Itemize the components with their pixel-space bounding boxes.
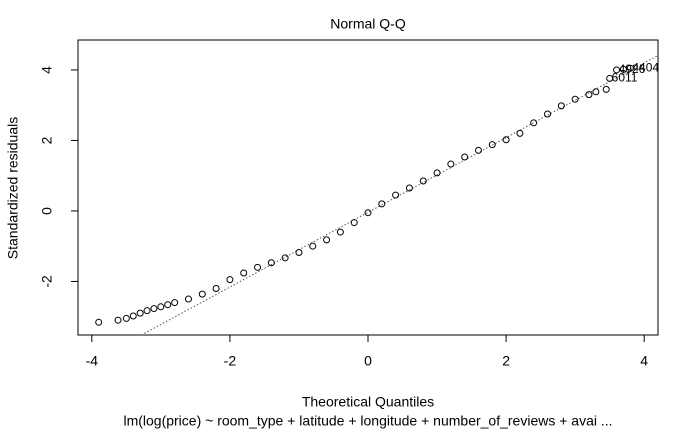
y-tick-label: 2 xyxy=(39,136,55,144)
point xyxy=(136,309,144,317)
point xyxy=(240,269,248,277)
point xyxy=(114,316,122,324)
subtitle: lm(log(price) ~ room_type + latitude + l… xyxy=(123,413,612,429)
point xyxy=(157,303,165,311)
y-tick-label: 0 xyxy=(39,207,55,215)
x-tick-label: 0 xyxy=(364,353,372,369)
x-tick-label: -2 xyxy=(224,353,237,369)
point xyxy=(488,141,496,149)
point xyxy=(606,74,614,82)
point xyxy=(592,88,600,96)
x-tick-label: 4 xyxy=(640,353,648,369)
point xyxy=(516,129,524,137)
point xyxy=(585,91,593,99)
point xyxy=(613,66,621,74)
point xyxy=(336,228,344,236)
point xyxy=(378,200,386,208)
point xyxy=(150,305,158,313)
point xyxy=(502,136,510,144)
point xyxy=(447,160,455,168)
point xyxy=(350,219,358,227)
point xyxy=(95,318,103,326)
y-tick-label: 4 xyxy=(39,66,55,74)
point-label: 4926 xyxy=(619,62,646,76)
chart-title: Normal Q-Q xyxy=(330,16,406,32)
point xyxy=(433,169,441,177)
point xyxy=(309,242,317,250)
point xyxy=(295,249,303,257)
point xyxy=(143,307,151,315)
x-tick-label: 2 xyxy=(502,353,510,369)
point xyxy=(602,85,610,93)
point xyxy=(557,102,565,110)
point xyxy=(171,299,179,307)
point xyxy=(530,119,538,127)
point xyxy=(392,191,400,199)
point xyxy=(129,312,137,320)
x-axis-label: Theoretical Quantiles xyxy=(302,394,434,410)
point-label: 6011 xyxy=(612,71,638,85)
point xyxy=(419,177,427,185)
point xyxy=(198,290,206,298)
point xyxy=(122,314,130,322)
point xyxy=(267,259,275,267)
point xyxy=(474,146,482,154)
point xyxy=(184,295,192,303)
point xyxy=(626,64,634,72)
point xyxy=(619,65,627,73)
point xyxy=(212,284,220,292)
point xyxy=(571,95,579,103)
point-label: 4404 xyxy=(632,60,659,74)
point xyxy=(364,209,372,217)
point xyxy=(226,276,234,284)
y-axis-label: Standardized residuals xyxy=(5,117,21,259)
y-tick-label: -2 xyxy=(39,275,55,288)
point xyxy=(281,254,289,262)
point xyxy=(405,184,413,192)
point xyxy=(544,110,552,118)
point xyxy=(323,236,331,244)
point xyxy=(164,301,172,309)
x-tick-label: -4 xyxy=(86,353,99,369)
point xyxy=(254,263,262,271)
point xyxy=(461,153,469,161)
